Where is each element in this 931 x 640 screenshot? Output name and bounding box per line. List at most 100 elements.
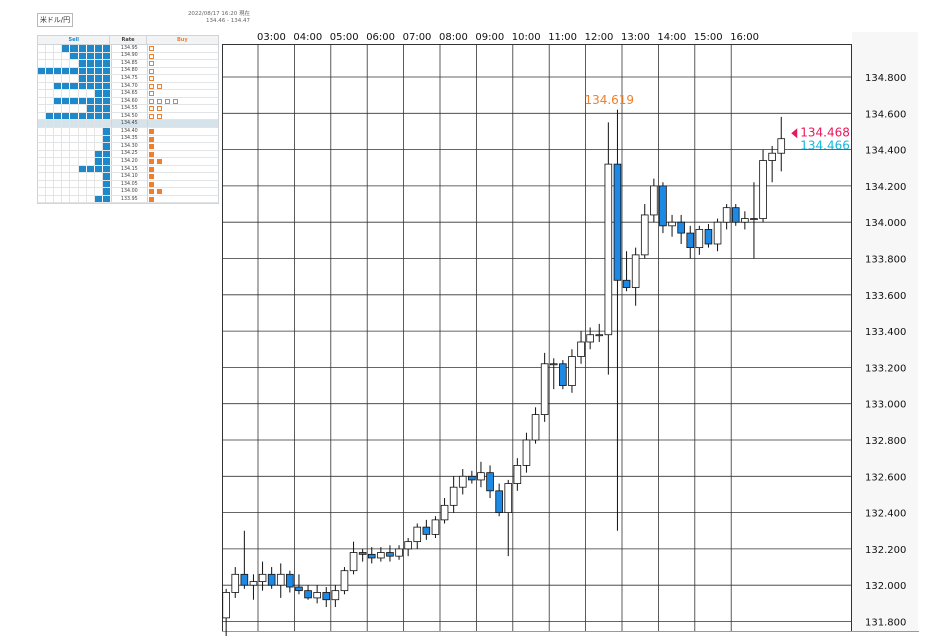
timestamp: 2022/08/17 16:20 現在	[187, 11, 250, 17]
sell-bars	[38, 195, 111, 203]
sell-bars	[38, 67, 111, 75]
sell-bars	[38, 82, 111, 90]
sell-bars	[38, 112, 111, 120]
rate-cell: 134.65	[110, 90, 148, 97]
y-tick-label: 132.400	[865, 509, 906, 520]
empty-cell	[54, 75, 63, 82]
sell-volume-cell	[86, 112, 95, 120]
x-tick-label: 12:00	[585, 32, 614, 43]
sell-bars	[38, 135, 111, 143]
candle-body	[349, 552, 358, 572]
order-book-row: 134.00	[38, 188, 218, 196]
rate-cell: 134.70	[110, 82, 148, 90]
buy-bars	[148, 128, 218, 135]
order-book-row: 134.65	[38, 90, 218, 98]
sell-volume-cell	[102, 67, 111, 75]
sell-volume-cell	[78, 97, 87, 105]
sell-volume-cell	[102, 105, 111, 112]
empty-cell	[70, 143, 79, 150]
candle-body	[422, 526, 431, 535]
rate-cell: 134.25	[110, 150, 148, 158]
order-book: Sell Rate Buy 134.95 134.90 134.85 134.80 13…	[37, 35, 219, 205]
x-tick-label: 05:00	[330, 32, 359, 43]
empty-cell	[70, 75, 79, 82]
rate-cell: 134.80	[110, 67, 148, 75]
empty-cell	[38, 173, 47, 180]
sell-volume-cell	[54, 67, 63, 75]
order-book-row: 134.20	[38, 158, 218, 166]
sell-volume-cell	[86, 105, 95, 112]
empty-cell	[46, 158, 55, 165]
buy-volume-cell	[149, 76, 155, 82]
empty-cell	[54, 45, 63, 52]
candle-body	[313, 592, 321, 599]
candle-body	[622, 279, 631, 288]
candle-body	[468, 475, 476, 481]
rate-cell: 134.20	[110, 158, 148, 165]
sell-volume-cell	[86, 165, 95, 173]
candle-body	[531, 414, 540, 441]
buy-volume-cell	[149, 166, 155, 172]
empty-cell	[95, 173, 103, 180]
empty-cell	[62, 52, 71, 60]
sell-bars	[38, 45, 111, 52]
empty-cell	[87, 180, 95, 188]
sell-volume-cell	[62, 82, 71, 90]
order-book-row: 134.90	[38, 52, 218, 61]
empty-cell	[87, 135, 95, 143]
buy-volume-cell	[157, 159, 163, 165]
empty-cell	[70, 165, 79, 173]
empty-cell	[70, 195, 79, 203]
empty-cell	[62, 120, 71, 128]
candle-body	[595, 334, 604, 337]
empty-cell	[38, 82, 47, 90]
sell-volume-cell	[86, 75, 95, 82]
empty-cell	[70, 60, 79, 67]
empty-cell	[62, 143, 71, 150]
sell-volume-cell	[62, 112, 71, 120]
empty-cell	[46, 188, 55, 195]
candle-body	[568, 356, 576, 386]
sell-volume-cell	[94, 52, 103, 60]
sell-volume-cell	[94, 105, 103, 112]
x-tick-label: 16:00	[730, 32, 759, 43]
empty-cell	[70, 180, 79, 188]
empty-cell	[38, 143, 47, 150]
empty-cell	[46, 90, 55, 97]
sell-volume-cell	[102, 135, 111, 143]
price-marker-icon	[791, 128, 798, 139]
buy-volume-cell	[157, 83, 163, 89]
empty-cell	[46, 135, 55, 143]
currency-pair-button[interactable]: 米ドル/円	[37, 13, 73, 27]
sell-volume-cell	[46, 112, 55, 120]
sell-volume-cell	[94, 67, 103, 75]
candle-body	[276, 573, 285, 586]
sell-volume-cell	[62, 97, 71, 105]
y-tick-label: 134.000	[865, 218, 906, 229]
y-tick-label: 134.200	[865, 182, 906, 193]
sell-volume-cell	[38, 67, 47, 75]
empty-cell	[46, 45, 55, 52]
candle-body	[458, 475, 467, 488]
rate-cell: 134.45	[110, 120, 148, 128]
sell-volume-cell	[102, 82, 111, 90]
sell-volume-cell	[102, 180, 111, 188]
sell-volume-cell	[94, 90, 103, 97]
sell-bars	[38, 75, 111, 82]
empty-cell	[62, 188, 71, 195]
sell-volume-cell	[94, 82, 103, 90]
empty-cell	[79, 128, 87, 135]
empty-cell	[46, 128, 55, 135]
order-book-row: 134.15	[38, 165, 218, 174]
buy-volume-cell	[149, 129, 155, 135]
sell-volume-cell	[70, 52, 79, 60]
buy-bars	[148, 105, 218, 112]
empty-cell	[38, 75, 47, 82]
sell-volume-cell	[94, 158, 103, 165]
empty-cell	[95, 128, 103, 135]
y-tick-label: 134.600	[865, 109, 906, 120]
sell-bars	[38, 165, 111, 173]
x-tick-label: 11:00	[548, 32, 577, 43]
buy-volume-cell	[157, 189, 163, 195]
